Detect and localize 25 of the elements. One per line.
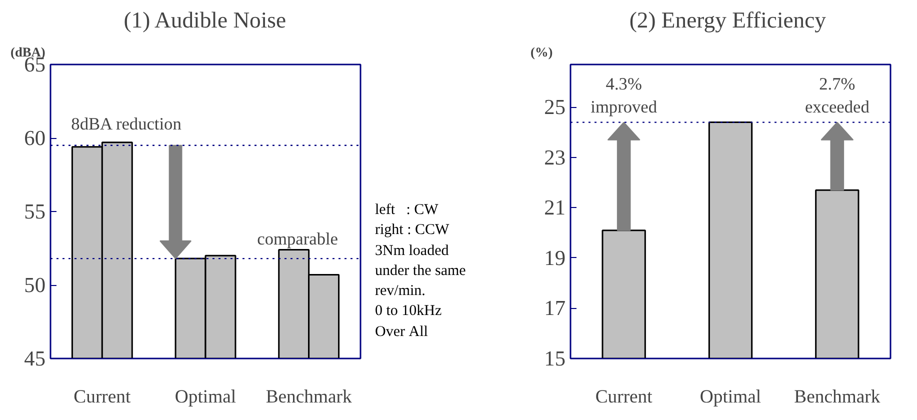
- x-tick-label: Optimal: [700, 386, 762, 408]
- y-tick-label: 17: [544, 296, 566, 320]
- x-tick-label: Benchmark: [266, 386, 352, 408]
- y-tick-label: 55: [24, 200, 46, 224]
- y-tick-label: 19: [544, 246, 566, 270]
- x-tick-label: Current: [74, 386, 132, 408]
- y-tick-label: 60: [24, 126, 46, 150]
- x-tick-label: Optimal: [174, 386, 236, 408]
- x-tick-label: Benchmark: [794, 386, 881, 408]
- y-tick-label: 50: [24, 273, 46, 297]
- x-tick-label: Current: [595, 386, 654, 408]
- annotation: 4.3% improved: [590, 74, 658, 116]
- annotation: comparable: [257, 230, 338, 249]
- y-tick-label: 25: [544, 95, 566, 120]
- y-axis-title: (dBA): [10, 44, 46, 60]
- y-tick-label: 23: [544, 145, 566, 170]
- y-tick-label: 45: [24, 346, 46, 370]
- y-tick-label: 15: [544, 346, 566, 370]
- chart-title: (2) Energy Efficiency: [629, 8, 827, 32]
- text: left : CW right : CCW 3Nm loaded under the same rev/min. 0 to 10kHz Over All: [375, 201, 466, 342]
- y-tick-label: 21: [544, 196, 566, 220]
- annotation: 8dBA reduction: [71, 114, 182, 134]
- annotation: 2.7% exceeded: [804, 74, 870, 116]
- y-axis-title: (%): [530, 44, 553, 60]
- chart-title: (1) Audible Noise: [124, 8, 286, 32]
